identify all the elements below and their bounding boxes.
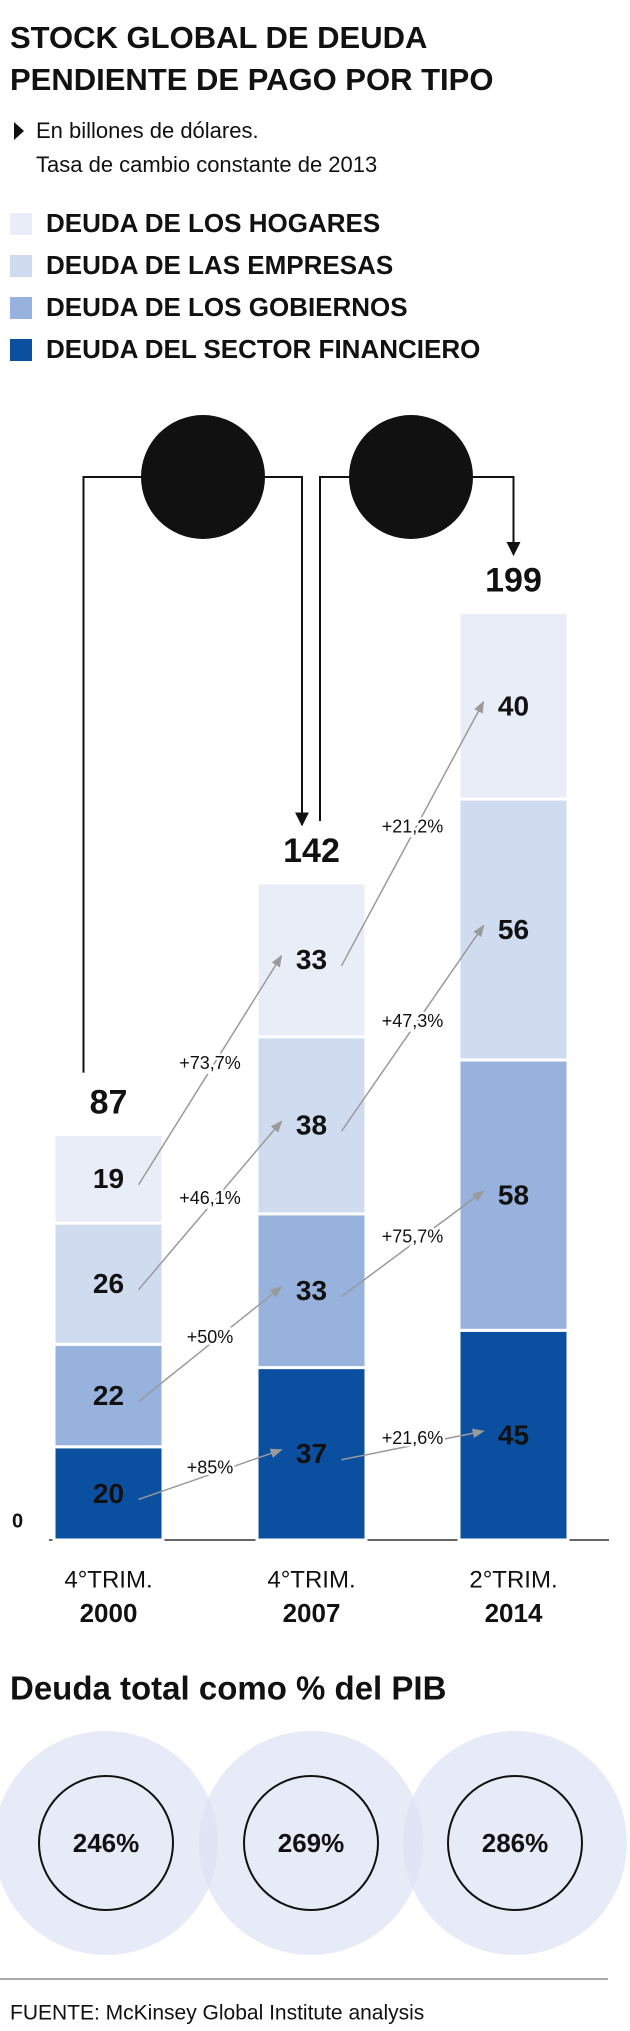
category-label: 2000 [80, 1598, 138, 1628]
growth-circle [349, 415, 473, 539]
total-label: 142 [283, 832, 340, 870]
bubble-ring [243, 1775, 379, 1911]
segment-label: 26 [93, 1268, 124, 1299]
bar-segment [52, 1221, 165, 1346]
source: FUENTE: McKinsey Global Institute analys… [10, 2002, 424, 2025]
segment-label: 33 [296, 1275, 327, 1306]
segment-label: 20 [93, 1478, 124, 1509]
bubble [403, 1731, 627, 1955]
growth-label: +21,2% [382, 817, 444, 837]
growth-arrow [137, 1120, 283, 1291]
legend-swatch [10, 297, 32, 319]
bubble [199, 1731, 423, 1955]
growth-label: +75,7% [382, 1227, 444, 1247]
segment-label: 19 [93, 1163, 124, 1194]
title: PENDIENTE DE PAGO POR TIPO [10, 62, 493, 97]
category-quarter: 4°TRIM. [64, 1566, 152, 1593]
bubble-label: 286% [482, 1828, 549, 1858]
title: STOCK GLOBAL DE DEUDA [10, 20, 427, 55]
category-label: 2014 [485, 1598, 543, 1628]
growth-arrow [340, 924, 485, 1132]
category-label: 2007 [283, 1598, 341, 1628]
segment-label: 40 [498, 690, 529, 721]
legend-label: DEUDA DE LOS HOGARES [46, 208, 380, 238]
legend-swatch [10, 213, 32, 235]
bubble-label: 246% [73, 1828, 140, 1858]
growth-label: +85% [187, 1457, 234, 1477]
legend-label: DEUDA DEL SECTOR FINANCIERO [46, 334, 480, 364]
growth-label: +21,6% [382, 1428, 444, 1448]
growth-arrow [341, 1428, 485, 1461]
subtitle: En billones de dólares. [36, 118, 259, 143]
total-label: 87 [90, 1084, 128, 1122]
growth-arrow [340, 700, 485, 967]
y-tick-label: 0 [12, 1510, 23, 1532]
legend-label: DEUDA DE LOS GOBIERNOS [46, 292, 408, 322]
legend-swatch [10, 255, 32, 277]
bubble-label: 269% [278, 1828, 345, 1858]
growth-arrow [137, 954, 283, 1186]
bar-segment [52, 1445, 165, 1542]
segment-label: 56 [498, 914, 529, 945]
segment-label: 33 [296, 944, 327, 975]
growth-label: +46,1% [179, 1188, 241, 1208]
segment-label: 38 [296, 1110, 327, 1141]
bubble-ring [447, 1775, 583, 1911]
bar-segment [52, 1133, 165, 1225]
growth-label: +73,7% [179, 1053, 241, 1073]
section-title: Deuda total como % del PIB [10, 1670, 446, 1707]
segment-label: 37 [296, 1438, 327, 1469]
legend-label: DEUDA DE LAS EMPRESAS [46, 250, 393, 280]
category-quarter: 2°TRIM. [469, 1566, 557, 1593]
bubble [0, 1731, 218, 1955]
growth-label: +50% [187, 1327, 234, 1347]
growth-arrow [341, 1190, 485, 1298]
category-quarter: 4°TRIM. [267, 1566, 355, 1593]
growth-arrow [138, 1285, 283, 1403]
segment-label: 22 [93, 1380, 124, 1411]
total-growth-label: +63,2% [155, 461, 251, 492]
segment-label: 45 [498, 1420, 529, 1451]
subtitle: Tasa de cambio constante de 2013 [36, 152, 377, 177]
legend-swatch [10, 339, 32, 361]
total-label: 199 [485, 562, 542, 600]
growth-circle [141, 415, 265, 539]
bullet [14, 122, 24, 140]
growth-arrow [138, 1448, 283, 1501]
total-growth-label: +40,1% [363, 461, 459, 492]
growth-label: +47,3% [382, 1011, 444, 1031]
segment-label: 58 [498, 1180, 529, 1211]
bubble-ring [38, 1775, 174, 1911]
